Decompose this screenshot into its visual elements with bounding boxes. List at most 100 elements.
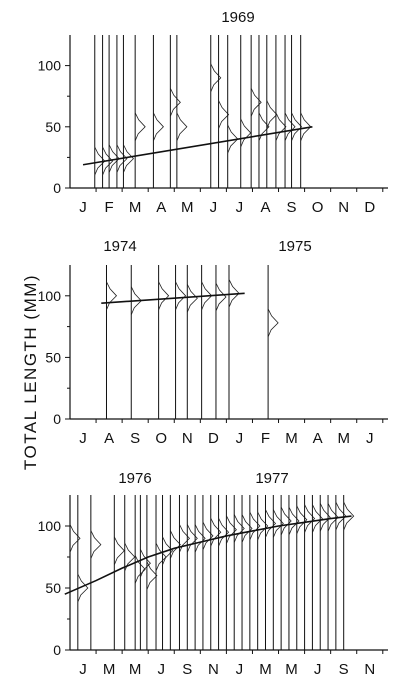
y-tick-label: 100 bbox=[38, 518, 62, 534]
y-tick-label: 0 bbox=[53, 180, 61, 196]
length-frequency-polygon bbox=[291, 112, 303, 141]
length-frequency-polygon bbox=[186, 284, 198, 313]
x-tick-label: J bbox=[236, 430, 244, 447]
x-tick-label: F bbox=[105, 199, 114, 216]
x-tick-label: M bbox=[103, 661, 116, 678]
length-frequency-polygon bbox=[272, 509, 284, 538]
x-tick-label: J bbox=[314, 661, 322, 678]
x-tick-label: J bbox=[79, 430, 87, 447]
length-frequency-polygon bbox=[343, 501, 355, 531]
x-tick-label: M bbox=[285, 430, 298, 447]
length-frequency-polygon bbox=[134, 555, 146, 584]
length-frequency-polygon bbox=[226, 515, 237, 544]
x-tick-label: O bbox=[155, 430, 167, 447]
length-frequency-polygon bbox=[77, 573, 89, 603]
length-frequency-polygon bbox=[102, 146, 114, 176]
length-frequency-polygon bbox=[175, 281, 187, 310]
x-tick-label: M bbox=[129, 199, 142, 216]
length-frequency-polygon bbox=[240, 118, 252, 148]
length-frequency-polygon bbox=[265, 509, 277, 538]
length-frequency-polygon bbox=[215, 282, 227, 312]
length-frequency-polygon bbox=[288, 506, 300, 536]
length-frequency-polygon bbox=[202, 521, 214, 551]
x-tick-label: M bbox=[285, 661, 298, 678]
length-frequency-polygon bbox=[186, 524, 198, 553]
x-tick-label: D bbox=[208, 430, 219, 447]
length-frequency-polygon bbox=[69, 524, 81, 553]
length-frequency-polygon bbox=[179, 524, 191, 553]
length-frequency-polygon bbox=[106, 281, 118, 310]
x-tick-label: S bbox=[287, 199, 297, 216]
length-frequency-polygon bbox=[90, 530, 102, 559]
length-frequency-polygon bbox=[233, 514, 245, 543]
x-tick-label: S bbox=[182, 661, 192, 678]
length-frequency-polygon bbox=[296, 505, 308, 534]
y-tick-label: 50 bbox=[45, 580, 61, 596]
length-frequency-polygon bbox=[218, 100, 230, 129]
year-label: 1974 bbox=[103, 238, 136, 255]
x-tick-label: M bbox=[181, 199, 194, 216]
length-frequency-polygon bbox=[123, 144, 134, 173]
x-tick-label: A bbox=[260, 199, 270, 216]
length-frequency-polygon bbox=[134, 112, 146, 141]
length-frequency-polygon bbox=[153, 112, 164, 141]
length-frequency-polygon bbox=[116, 144, 128, 173]
length-frequency-polygon bbox=[241, 514, 253, 543]
y-tick-label: 50 bbox=[45, 349, 61, 365]
length-frequency-polygon bbox=[194, 524, 206, 553]
length-frequency-polygon bbox=[280, 506, 292, 536]
x-tick-label: J bbox=[236, 661, 244, 678]
length-frequency-polygon bbox=[258, 112, 270, 141]
length-frequency-polygon bbox=[169, 530, 181, 559]
x-tick-label: N bbox=[364, 661, 375, 678]
length-frequency-polygon bbox=[146, 561, 158, 590]
x-tick-label: M bbox=[129, 661, 142, 678]
length-frequency-polygon bbox=[304, 504, 316, 533]
year-label: 1976 bbox=[118, 470, 151, 487]
year-label: 1975 bbox=[278, 238, 311, 255]
growth-curve bbox=[82, 126, 313, 166]
length-frequency-polygon bbox=[158, 281, 170, 310]
x-tick-label: J bbox=[210, 199, 218, 216]
length-frequency-polygon bbox=[162, 536, 174, 565]
y-tick-label: 100 bbox=[38, 58, 62, 74]
x-tick-label: N bbox=[338, 199, 349, 216]
growth-curve bbox=[64, 515, 352, 595]
x-tick-label: S bbox=[130, 430, 140, 447]
y-tick-label: 0 bbox=[53, 411, 61, 427]
length-frequency-polygon bbox=[155, 542, 167, 572]
length-frequency-polygon bbox=[319, 503, 331, 532]
x-tick-label: J bbox=[79, 661, 87, 678]
length-frequency-polygon bbox=[250, 88, 262, 117]
length-frequency-polygon bbox=[113, 536, 125, 565]
y-tick-label: 100 bbox=[38, 288, 62, 304]
x-tick-label: M bbox=[259, 661, 272, 678]
x-tick-label: N bbox=[208, 661, 219, 678]
year-label: 1977 bbox=[255, 470, 288, 487]
x-tick-label: F bbox=[261, 430, 270, 447]
length-frequency-polygon bbox=[249, 511, 261, 541]
x-tick-label: A bbox=[104, 430, 114, 447]
x-tick-label: O bbox=[312, 199, 324, 216]
length-frequency-polygon bbox=[176, 112, 188, 141]
length-frequency-polygon bbox=[218, 518, 230, 547]
x-tick-label: D bbox=[364, 199, 375, 216]
length-frequency-polygon bbox=[140, 549, 151, 578]
length-frequency-polygon bbox=[169, 88, 181, 117]
growth-curve bbox=[101, 292, 245, 304]
x-tick-label: J bbox=[366, 430, 374, 447]
x-tick-label: J bbox=[79, 199, 87, 216]
length-frequency-polygon bbox=[210, 63, 222, 92]
length-frequency-polygon bbox=[267, 308, 279, 338]
x-tick-label: S bbox=[339, 661, 349, 678]
y-tick-label: 50 bbox=[45, 119, 61, 135]
x-tick-label: A bbox=[313, 430, 323, 447]
x-tick-label: A bbox=[156, 199, 166, 216]
length-frequency-polygon bbox=[210, 518, 222, 547]
length-frequency-polygon bbox=[257, 511, 269, 541]
